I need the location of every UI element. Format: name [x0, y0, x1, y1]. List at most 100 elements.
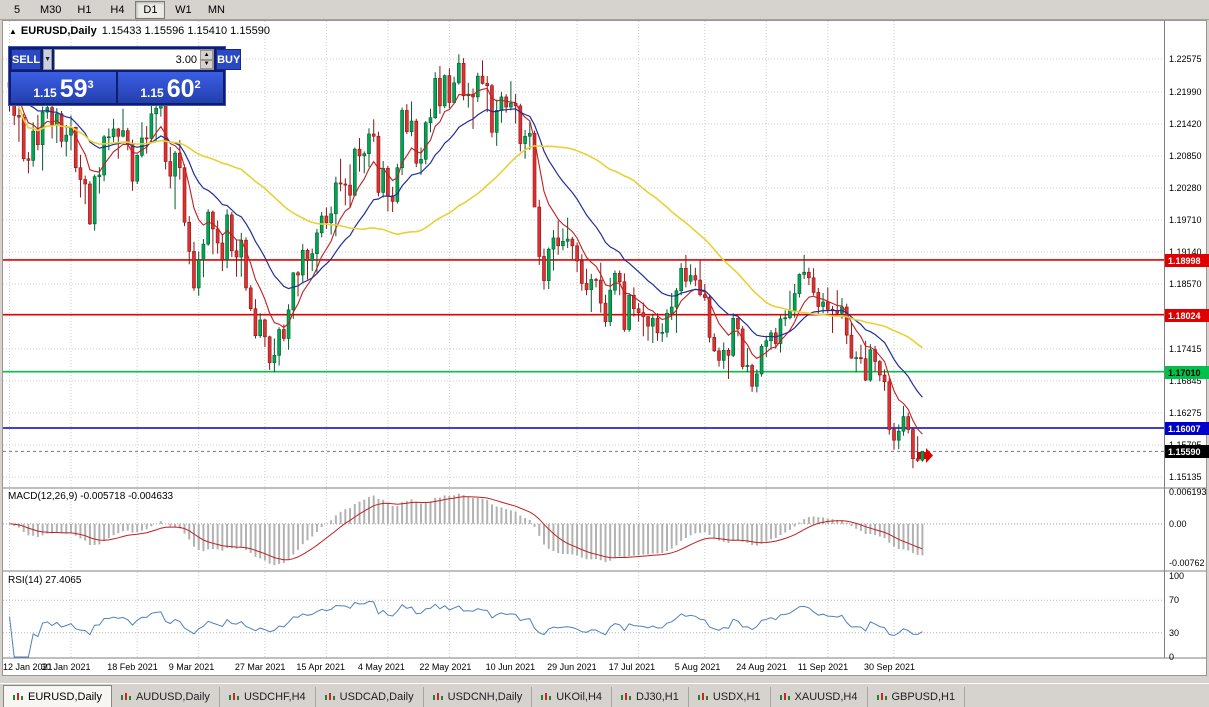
macd-axis-label: -0.00762: [1169, 557, 1205, 568]
buy-price-small: 1.15: [140, 86, 164, 100]
rsi-name: RSI(14): [8, 575, 43, 586]
chart-tab-label: USDX,H1: [712, 691, 761, 703]
mini-chart-icon: [541, 692, 552, 702]
date-axis-label: 11 Sep 2021: [797, 662, 849, 672]
buy-button[interactable]: BUY: [216, 49, 242, 70]
mini-chart-icon: [621, 692, 632, 702]
timeframe-button-MN[interactable]: MN: [207, 3, 225, 16]
timeframe-button-M30[interactable]: M30: [40, 3, 62, 16]
chart-tab-bar: EURUSD,Daily AUDUSD,Daily USDCHF,H4 USDCAD,…: [0, 683, 1209, 707]
hline-price-tag-1.18998[interactable]: 1.18998: [1165, 253, 1209, 267]
date-axis-label: 17 Jul 2021: [608, 662, 656, 672]
sell-price-pipette: 3: [87, 79, 94, 91]
rsi-axis-label: 0: [1169, 652, 1175, 662]
price-axis-label: 1.16845: [1169, 375, 1202, 386]
price-axis-label: 1.22575: [1169, 54, 1202, 64]
date-axis-label: 24 Aug 2021: [736, 662, 787, 672]
rsi-axis-label: 70: [1169, 595, 1180, 606]
chart-tab-label: USDCHF,H4: [243, 691, 306, 703]
date-axis-label: 27 Mar 2021: [234, 662, 286, 672]
rsi-axis-label: 30: [1169, 627, 1180, 638]
rsi-axis-label: 100: [1169, 571, 1185, 581]
lot-size-field: ▲ ▼: [54, 49, 215, 70]
date-axis-label: 29 Jun 2021: [547, 662, 597, 672]
timeframe-button-W1[interactable]: W1: [175, 3, 192, 16]
spin-down-button[interactable]: ▼: [200, 59, 214, 69]
chart-title: ▲ EURUSD,Daily 1.15433 1.15596 1.15410 1.1…: [9, 25, 270, 37]
date-axis-label: 22 May 2021: [419, 662, 472, 672]
sell-price-display[interactable]: 1.15 59 3: [11, 72, 116, 103]
timeframe-button-5[interactable]: 5: [13, 3, 21, 16]
chart-tab-label: EURUSD,Daily: [28, 690, 102, 703]
chevron-down-icon: ▼: [203, 61, 210, 68]
chart-tab-label: XAUUSD,H4: [794, 691, 858, 703]
chart-tab-USDCHF[interactable]: USDCHF,H4: [219, 687, 316, 707]
price-axis-label: 1.20280: [1169, 182, 1202, 193]
date-axis-label: 15 Apr 2021: [296, 662, 345, 672]
lot-dropdown-button[interactable]: ▼: [43, 49, 53, 70]
mini-chart-icon: [876, 692, 887, 702]
chart-tab-label: USDCAD,Daily: [339, 691, 414, 703]
mini-chart-icon: [120, 692, 131, 702]
timeframe-button-H4[interactable]: H4: [110, 3, 125, 16]
chart-tab-USDCNH[interactable]: USDCNH,Daily: [423, 687, 533, 707]
price-axis-label: 1.21420: [1169, 118, 1202, 129]
chevron-up-icon: ▲: [203, 51, 210, 58]
macd-values: -0.005718 -0.004633: [80, 491, 174, 502]
macd-name: MACD(12,26,9): [8, 491, 78, 502]
chart-tab-label: AUDUSD,Daily: [135, 691, 210, 703]
chart-tab-label: UKOil,H4: [556, 691, 603, 703]
hline-price-tag-1.16007[interactable]: 1.16007: [1165, 421, 1209, 435]
price-axis-label: 1.19710: [1169, 214, 1202, 225]
date-axis-label: 5 Aug 2021: [674, 662, 721, 672]
mini-chart-icon: [779, 692, 790, 702]
price-axis-label: 1.21990: [1169, 86, 1202, 97]
sell-button[interactable]: SELL: [11, 49, 42, 70]
mini-chart-icon: [13, 692, 23, 702]
sell-price-big: 59: [59, 75, 88, 103]
current-price-tag: 1.15590: [1165, 445, 1209, 459]
price-axis-label: 1.17415: [1169, 343, 1202, 354]
mini-chart-icon: [432, 692, 443, 702]
chart-tab-AUDUSD[interactable]: AUDUSD,Daily: [111, 687, 220, 707]
chart-tab-USDCAD[interactable]: USDCAD,Daily: [315, 687, 424, 707]
chart-ohlc-values: 1.15433 1.15596 1.15410 1.15590: [101, 25, 270, 37]
buy-price-big: 60: [166, 75, 195, 103]
rsi-value: 27.4065: [45, 575, 82, 586]
chart-tab-DJ30[interactable]: DJ30,H1: [612, 687, 689, 707]
lot-size-input[interactable]: [55, 50, 201, 69]
hline-price-tag-1.17010[interactable]: 1.17010: [1165, 365, 1209, 379]
chevron-down-icon: ▼: [44, 56, 52, 63]
rsi-indicator-label: RSI(14) 27.4065: [8, 575, 81, 586]
price-axis-label: 1.18570: [1169, 279, 1202, 289]
timeframe-button-H1[interactable]: H1: [77, 3, 92, 16]
date-axis-label: 12 Jan 2021: [3, 662, 53, 672]
spin-up-button[interactable]: ▲: [200, 50, 214, 60]
timeframe-button-D1[interactable]: D1: [135, 0, 166, 19]
buy-price-display[interactable]: 1.15 60 2: [118, 72, 223, 103]
date-axis-label: 18 Feb 2021: [107, 662, 158, 672]
macd-axis-label: 0.006193: [1169, 487, 1207, 497]
chart-tab-label: DJ30,H1: [636, 691, 679, 703]
mini-chart-icon: [697, 692, 708, 702]
chart-tab-EURUSD[interactable]: EURUSD,Daily: [3, 685, 112, 707]
date-axis-label: 30 Sep 2021: [864, 662, 916, 672]
collapse-arrow-icon[interactable]: ▲: [9, 27, 17, 36]
timeframe-toolbar: 5 M30 H1 H4 D1 W1 MN: [0, 0, 1209, 20]
buy-price-pipette: 2: [194, 79, 201, 91]
chart-symbol-label: EURUSD,Daily: [20, 25, 97, 37]
price-axis-label: 1.15705: [1169, 440, 1202, 450]
macd-axis-label: 0.00: [1169, 518, 1187, 529]
price-axis-label: 1.16275: [1169, 407, 1202, 418]
chart-tab-XAUUSD[interactable]: XAUUSD,H4: [770, 687, 868, 707]
chart-tab-GBPUSD[interactable]: GBPUSD,H1: [867, 687, 966, 707]
hline-price-tag-1.18024[interactable]: 1.18024: [1165, 308, 1209, 322]
mini-chart-icon: [324, 692, 335, 702]
price-axis-label: 1.15135: [1169, 471, 1202, 482]
mini-chart-icon: [228, 692, 239, 702]
chart-tab-USDX[interactable]: USDX,H1: [688, 687, 771, 707]
chart-window[interactable]: [2, 20, 1207, 676]
chart-tab-UKOil[interactable]: UKOil,H4: [532, 687, 613, 707]
